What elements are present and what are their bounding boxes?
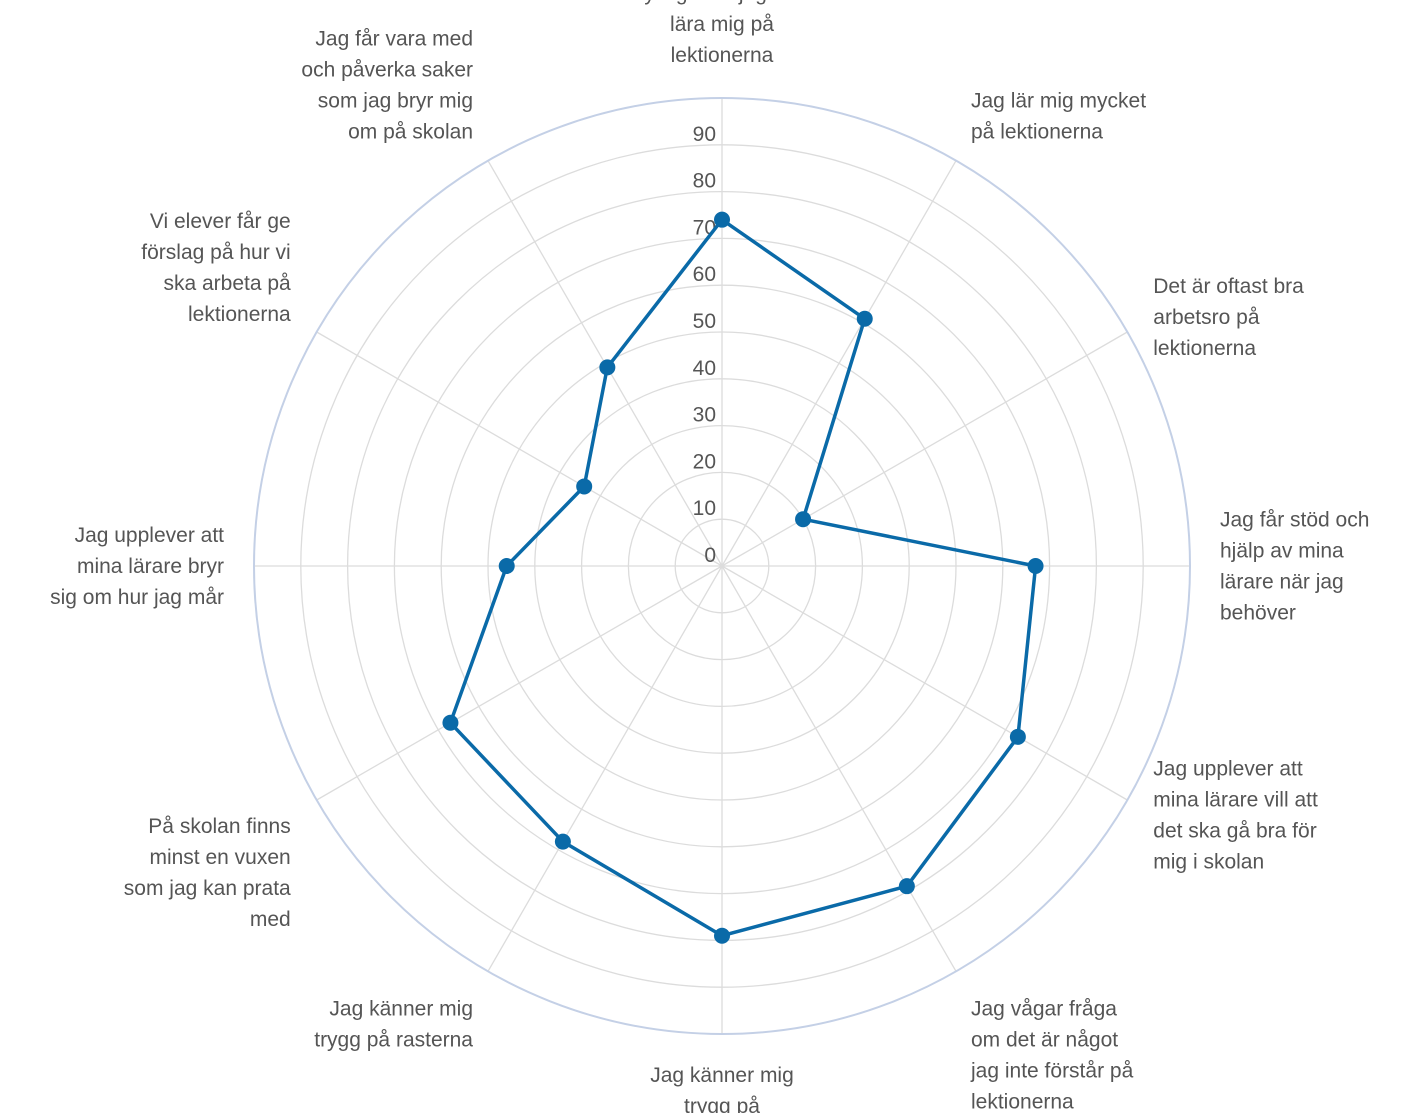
data-point[interactable] (442, 714, 459, 731)
axis-spoke (721, 565, 957, 972)
axis-spoke (721, 160, 957, 567)
data-point[interactable] (898, 878, 915, 895)
category-label-line: Jag får vara med (315, 28, 473, 51)
axis-spoke (487, 565, 723, 972)
category-label-line: lärare när jag (1220, 571, 1344, 594)
axis-spoke (316, 331, 723, 567)
category-label-line: arbetsro på (1153, 306, 1260, 329)
category-label: Jag får stöd och hjälp av mina lärare när … (1220, 509, 1369, 625)
category-label-line: Jag upplever att (75, 524, 225, 547)
category-label-line: minst en vuxen (149, 846, 290, 869)
category-label-line: Jag upplever att (1153, 758, 1303, 781)
category-label-line: Det är oftast bra (1153, 275, 1304, 298)
tick-label: 40 (693, 357, 716, 380)
category-label: Jag känner mig trygg på rasterna (314, 997, 473, 1051)
data-point[interactable] (554, 833, 571, 850)
tick-label: 60 (693, 263, 716, 286)
category-label-line: och påverka saker (301, 59, 473, 82)
category-label: Jag lär mig mycket på lektionerna (971, 90, 1146, 144)
category-label-line: lektionerna (971, 1090, 1074, 1113)
category-label: Jag får vara med och påverka saker som jag… (301, 28, 473, 144)
category-label-line: förslag på hur vi (141, 241, 290, 264)
category-label-line: trygg på rasterna (314, 1028, 473, 1051)
category-label-line: mig i skolan (1153, 851, 1264, 874)
category-label-line: Jag vågar fråga (971, 997, 1117, 1020)
category-label-line: med (250, 908, 291, 931)
data-point[interactable] (714, 211, 730, 228)
tick-label: 90 (693, 123, 716, 146)
data-point[interactable] (498, 558, 515, 574)
grid-layer (253, 97, 1191, 1035)
category-label-line: tydligt vad jag ska (639, 0, 806, 5)
category-label-line: det ska gå bra för (1153, 820, 1316, 843)
tick-label: 80 (693, 170, 716, 193)
data-point[interactable] (795, 511, 812, 528)
category-label-line: Jag känner mig (329, 997, 473, 1020)
series-layer (442, 211, 1044, 944)
category-label-line: Jag känner mig (650, 1064, 794, 1087)
data-point[interactable] (856, 310, 873, 327)
data-point[interactable] (576, 478, 593, 495)
category-label-line: trygg på (684, 1095, 760, 1113)
category-labels: Mina lärare gör dettydligt vad jag skalä… (50, 0, 1369, 1113)
category-label-line: som jag kan prata (124, 877, 291, 900)
tick-label: 70 (693, 216, 716, 239)
tick-label: 50 (693, 310, 716, 333)
axis-spoke (721, 331, 1128, 567)
category-label-line: hjälp av mina (1220, 540, 1344, 563)
tick-label: 0 (704, 544, 716, 567)
category-label-line: På skolan finns (148, 815, 290, 838)
category-label-line: mina lärare bryr (77, 555, 224, 578)
data-point[interactable] (1009, 728, 1026, 745)
data-point[interactable] (599, 359, 616, 376)
category-label: Det är oftast bra arbetsro på lektionerna (1153, 275, 1304, 360)
category-label: På skolan finns minst en vuxen som jag kan… (124, 815, 291, 931)
category-label-line: som jag bryr mig (318, 90, 473, 113)
data-point[interactable] (714, 927, 730, 944)
category-label-line: på lektionerna (971, 121, 1103, 144)
category-label: Jag vågar fråga om det är något jag inte f… (970, 997, 1134, 1113)
category-label-line: lära mig på (670, 13, 774, 36)
tick-label: 10 (693, 497, 716, 520)
outer-boundary (253, 97, 1191, 1035)
category-label-line: ska arbeta på (163, 272, 291, 295)
category-label-line: sig om hur jag mår (50, 586, 224, 609)
category-label: Vi elever får ge förslag på hur vi ska arb… (141, 210, 291, 326)
category-label-line: Jag får stöd och (1220, 509, 1369, 532)
category-label: Jag upplever att mina lärare bryr sig om h… (50, 524, 224, 609)
category-label-line: lektionerna (188, 303, 291, 326)
category-label-line: jag inte förstår på (970, 1059, 1134, 1082)
category-label-line: behöver (1220, 602, 1296, 625)
tick-label: 30 (693, 404, 716, 427)
category-label-line: mina lärare vill att (1153, 789, 1318, 812)
category-label-line: Jag lär mig mycket (971, 90, 1146, 113)
category-label-line: om på skolan (348, 121, 473, 144)
data-point[interactable] (1027, 558, 1044, 574)
category-label-line: Vi elever får ge (150, 210, 291, 233)
axis-spoke (316, 565, 723, 801)
axis-spoke (721, 565, 1128, 801)
category-label-line: om det är något (971, 1028, 1118, 1051)
radial-tick-labels: 0 10 20 30 40 50 60 70 80 90 (693, 123, 716, 567)
category-label-line: lektionerna (1153, 337, 1256, 360)
category-label-line: lektionerna (671, 44, 774, 67)
tick-label: 20 (693, 450, 716, 473)
category-label: Mina lärare gör dettydligt vad jag skalä… (634, 0, 810, 67)
category-label: Jag upplever att mina lärare vill att det … (1153, 758, 1318, 874)
